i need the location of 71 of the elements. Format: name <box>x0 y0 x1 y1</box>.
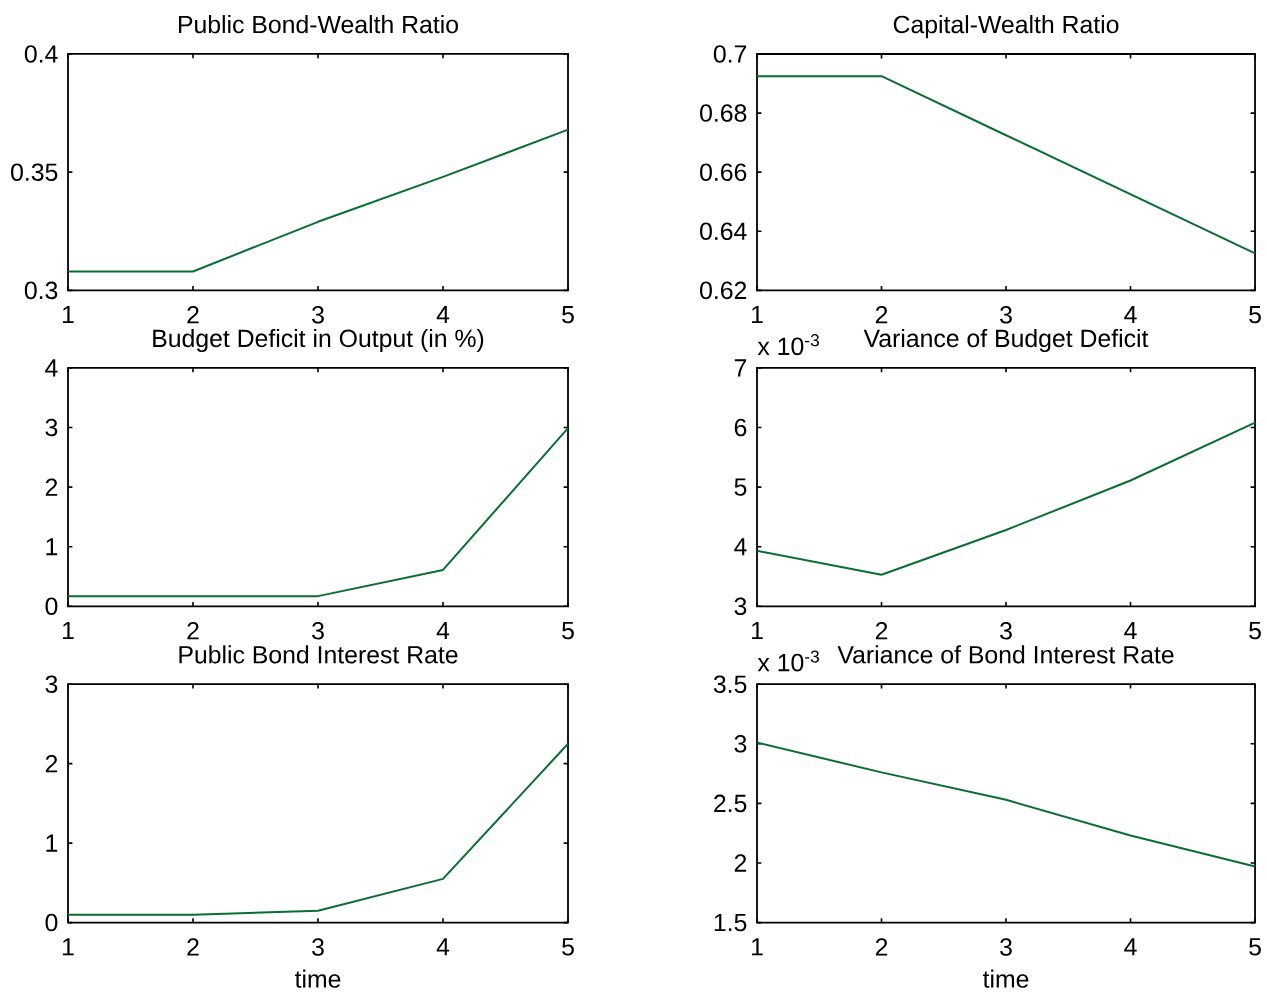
y-tick-label: 3 <box>734 597 747 616</box>
y-tick-label: 4 <box>45 359 58 377</box>
text: x 10$^{-3}$ <box>757 334 819 356</box>
x-tick-label: 1 <box>752 306 763 324</box>
x-tick-label: 1 <box>752 938 763 956</box>
y-tick-label: 1 <box>46 538 58 556</box>
x-tick-label: 2 <box>187 621 199 640</box>
x-tick-label: 4 <box>1124 621 1137 639</box>
x-tick-label: 4 <box>1124 938 1137 956</box>
x-tick-label: 2 <box>875 938 888 956</box>
x-tick-label: 3 <box>1000 621 1012 640</box>
line-series <box>67 742 570 916</box>
chart-title: Public Bond Interest Rate <box>179 645 458 664</box>
x-tick-label: 1 <box>62 938 74 956</box>
x-tick-label: 3 <box>312 938 324 956</box>
y-tick-label: 2.5 <box>714 794 747 813</box>
x-tick-label: 4 <box>1124 306 1137 324</box>
line-series <box>756 741 1257 868</box>
x-tick-label: 5 <box>1249 306 1261 324</box>
y-tick-label: 0 <box>45 597 58 616</box>
y-tick-label: 0.64 <box>700 222 747 241</box>
x-tick-label: 5 <box>1249 621 1261 640</box>
y-tick-label: 2 <box>45 754 58 773</box>
x-tick-label: 3 <box>1000 938 1012 956</box>
x-tick-label: 5 <box>562 306 574 324</box>
x-tick-label: 3 <box>312 621 324 640</box>
y-tick-label: 3.5 <box>713 675 747 693</box>
chart-title: Budget Deficit in Output (in %) <box>153 328 484 353</box>
x-tick-label: 1 <box>62 621 74 639</box>
x-tick-label: 3 <box>312 306 324 324</box>
y-tick-label: 0.7 <box>713 45 747 63</box>
x-tick-label: 4 <box>436 306 450 324</box>
line-series <box>756 421 1257 576</box>
y-tick-label: 4 <box>734 538 747 556</box>
y-tick-label: 0.4 <box>24 45 58 63</box>
chart-title: Public Bond-Wealth Ratio <box>178 15 458 34</box>
y-tick-label: 0.62 <box>700 281 747 300</box>
y-tick-label: 3 <box>45 418 58 437</box>
y-tick-label: 5 <box>734 478 747 496</box>
x-tick-label: 4 <box>436 938 450 956</box>
chart-title: Variance of Bond Interest Rate <box>837 645 1174 664</box>
x-tick-label: 1 <box>752 621 763 639</box>
x-tick-label: 2 <box>187 938 199 956</box>
y-tick-label: 1.5 <box>714 913 747 932</box>
y-tick-label: 0.68 <box>700 104 747 122</box>
chart-title: Capital-Wealth Ratio <box>893 15 1119 39</box>
y-tick-label: 0.3 <box>24 281 58 300</box>
y-tick-label: 0.66 <box>700 163 747 181</box>
x-tick-label: 5 <box>562 621 574 640</box>
x-tick-label: 2 <box>187 306 199 324</box>
text: x 10$^{-3}$ <box>757 650 819 672</box>
x-axis-title: time <box>982 969 1029 988</box>
y-tick-label: 2 <box>45 478 58 496</box>
x-axis-title: time <box>294 969 341 988</box>
x-tick-label: 3 <box>1000 306 1012 324</box>
x-tick-label: 2 <box>875 621 888 640</box>
line-series <box>67 128 570 273</box>
y-tick-label: 3 <box>45 675 58 693</box>
x-tick-label: 2 <box>875 306 888 324</box>
y-tick-label: 6 <box>734 418 747 437</box>
y-tick-label: 7 <box>734 359 747 377</box>
x-tick-label: 1 <box>62 306 74 324</box>
x-tick-label: 5 <box>562 938 574 956</box>
chart-title: Variance of Budget Deficit <box>863 328 1149 353</box>
y-tick-label: 3 <box>734 735 747 753</box>
y-tick-label: 0 <box>45 913 58 932</box>
y-tick-label: 0.35 <box>11 163 58 181</box>
x-tick-label: 5 <box>1249 938 1261 956</box>
y-tick-label: 2 <box>734 854 747 872</box>
x-tick-label: 4 <box>436 621 450 639</box>
y-tick-label: 1 <box>46 834 58 852</box>
